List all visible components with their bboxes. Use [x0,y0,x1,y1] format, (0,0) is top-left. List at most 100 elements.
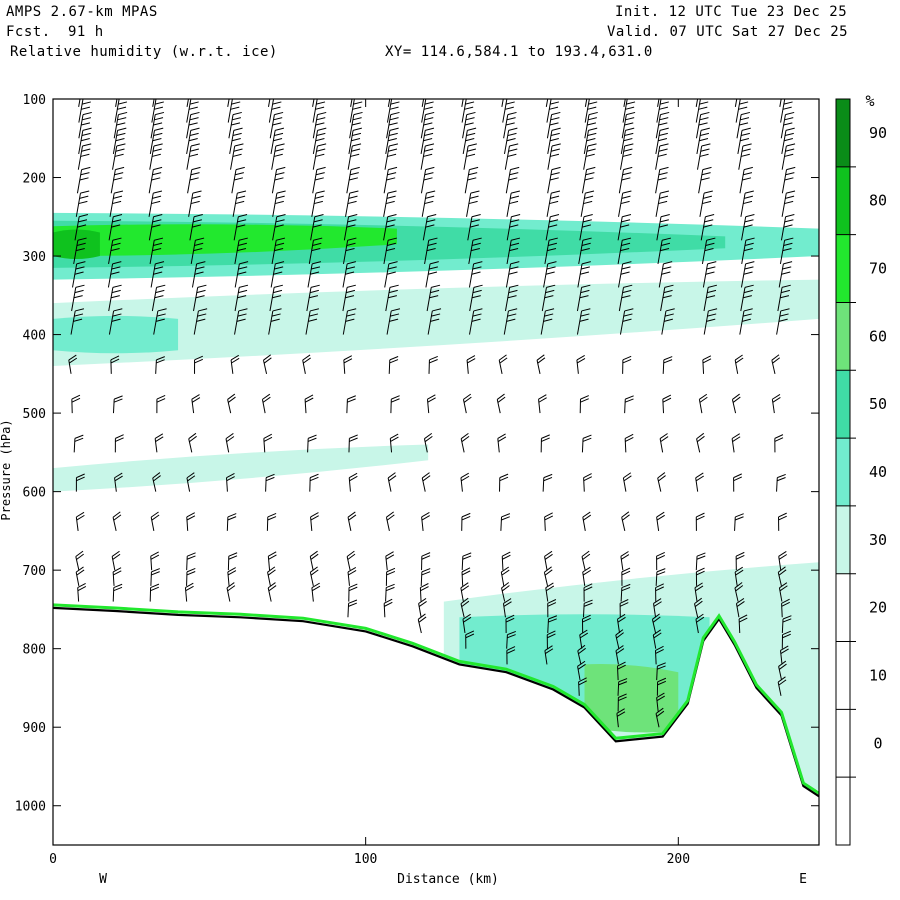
wind-barb-staff [660,287,666,312]
wind-barb-staff [617,216,623,241]
wind-barb-feather [661,242,671,246]
wind-barb-feather [115,437,124,442]
wind-barb [114,434,124,453]
wind-barb [465,630,475,649]
wind-barb [386,111,400,139]
wind-barb [421,99,434,123]
wind-barb-staff [582,517,586,531]
wind-barb [695,111,710,139]
wind-barb-feather [578,677,587,683]
wind-barb-feather [506,117,516,121]
wind-barb [188,190,202,217]
wind-barb-staff [545,587,549,602]
wind-barb-feather [659,166,669,171]
wind-barb-feather [547,599,557,604]
wind-barb-feather [153,271,163,275]
wind-barb-feather [151,224,161,228]
wind-barb [657,472,666,492]
wind-barb-feather [550,214,560,218]
wind-barb-feather [550,148,560,152]
wind-barb-feather [470,219,480,223]
wind-barb [777,676,787,696]
west-label: W [99,872,107,887]
wind-barb [110,166,125,194]
wind-barb-feather [193,247,203,252]
wind-barb-feather [468,172,478,176]
wind-barb-staff [78,130,84,155]
wind-barb-feather [112,553,121,560]
wind-barb [75,190,90,217]
wind-barb-feather [315,153,325,157]
wind-barb-staff [68,359,72,374]
wind-barb-feather [345,318,355,322]
wind-barb-feather [112,261,122,265]
wind-barb [781,127,795,155]
wind-barb-feather [551,190,561,194]
wind-barb-feather [621,570,631,576]
wind-barb-feather [464,106,474,110]
wind-barb-feather [623,472,632,479]
wind-barb-staff [582,603,585,618]
wind-barb-staff [616,713,619,728]
wind-barb-feather [227,585,236,592]
wind-barb-feather [425,86,434,88]
wind-barb-feather [550,195,560,199]
wind-barb-feather [702,358,712,364]
wind-barb-staff [230,145,236,170]
wind-barb-staff [419,587,422,602]
wind-barb-feather [550,153,560,157]
wind-barb-feather [620,551,629,557]
wind-barb [655,143,669,170]
wind-barb [426,284,441,312]
wind-barb-staff [702,263,709,288]
wind-barb-staff [779,240,786,264]
wind-barb [499,473,509,492]
wind-barb-feather [733,473,742,479]
wind-barb-feather [267,582,276,589]
wind-barb-feather [313,237,323,241]
wind-barb-feather [653,632,662,639]
wind-barb [655,111,670,139]
wind-barb-feather [585,172,595,176]
wind-barb-feather [118,101,128,105]
wind-barb-feather [507,153,517,157]
wind-barb-feather [508,308,518,312]
wind-barb-staff [655,713,660,728]
wind-barb [424,237,438,264]
wind-barb-feather [274,148,284,152]
wind-barb-staff [227,571,230,586]
wind-barb-staff [542,477,545,492]
wind-barb-staff [312,169,318,194]
wind-barb-staff [466,359,469,374]
wind-barb-staff [112,130,119,155]
wind-barb [617,237,632,264]
wind-barb [781,190,796,217]
wind-barb-staff [506,193,512,217]
wind-barb-feather [656,511,665,518]
wind-barb-staff [778,263,784,288]
wind-barb [735,99,749,123]
wind-barb-feather [783,224,793,228]
wind-barb-feather [389,127,399,131]
wind-barb-feather [664,318,673,322]
wind-barb-staff [577,650,582,665]
wind-barb-feather [118,91,127,93]
wind-barb-staff [109,193,115,217]
wind-barb-feather [185,582,194,589]
wind-barb-feather [111,289,121,294]
wind-barb-feather [76,261,86,265]
wind-barb [700,214,715,241]
wind-barb [501,99,504,107]
wind-barb-feather [742,143,752,147]
wind-barb [73,434,84,453]
wind-barb-feather [664,313,674,317]
wind-barb-feather [428,271,438,275]
wind-barb-feather [117,106,127,110]
wind-barb [617,693,627,712]
wind-barb [111,550,121,571]
wind-barb-staff [234,310,240,335]
wind-barb-feather [153,132,163,137]
wind-barb-staff [417,619,422,634]
wind-barb-feather [471,242,481,246]
wind-barb-feather [113,177,123,181]
